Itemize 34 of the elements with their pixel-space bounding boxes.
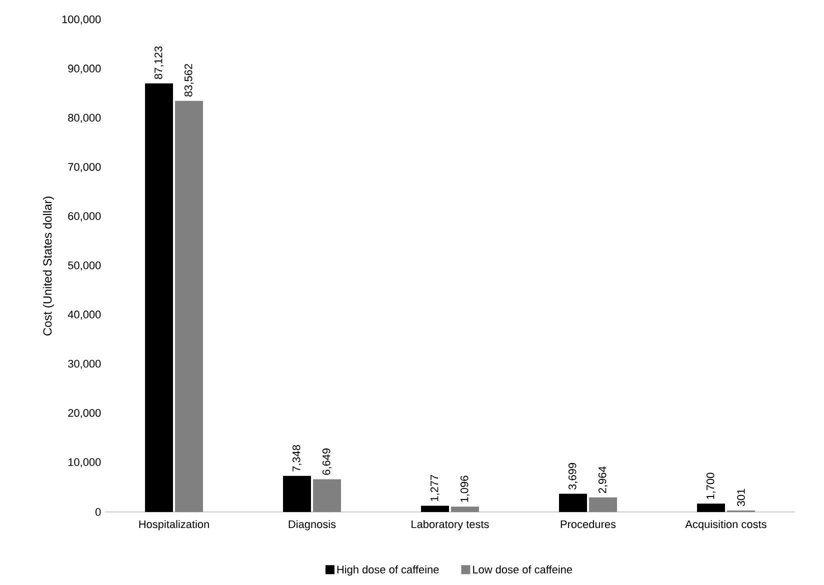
bar [421,506,450,512]
legend-label: High dose of caffeine [337,565,439,576]
bar [145,83,174,512]
data-label: 301 [737,488,745,506]
data-label: 83,562 [184,64,194,97]
bar [559,494,588,512]
data-label: 6,649 [322,448,332,475]
y-tick-label: 90,000 [68,64,101,74]
bar [283,476,312,512]
data-label: 1,700 [706,472,716,499]
x-tick-label: Diagnosis [288,520,336,530]
y-tick-label: 50,000 [68,261,101,271]
y-tick-label: 60,000 [68,212,101,222]
y-axis-title: Cost (United States dollar) [42,196,54,336]
data-label: 1,277 [430,474,440,502]
data-label: 2,964 [598,466,608,494]
bar [697,504,726,512]
y-tick-label: 100,000 [62,15,101,25]
data-label: 7,348 [292,445,302,472]
data-label: 87,123 [154,46,164,80]
data-label: 3,699 [568,463,578,490]
y-tick-label: 10,000 [68,458,101,468]
x-tick-label: Procedures [560,520,616,528]
x-tick-label: Acquisition costs [685,520,766,530]
y-tick-label: 0 [95,508,101,516]
legend-label: Low dose of caffeine [473,565,572,574]
y-tick-label: 20,000 [68,409,101,418]
y-tick-label: 70,000 [68,163,101,172]
data-label: 1,096 [460,476,470,502]
x-tick-label: Laboratory tests [412,520,489,530]
y-tick-label: 80,000 [68,114,101,123]
y-tick-label: 40,000 [68,310,101,320]
y-tick-label: 30,000 [68,360,101,369]
x-tick-label: Hospitalization [139,520,209,530]
